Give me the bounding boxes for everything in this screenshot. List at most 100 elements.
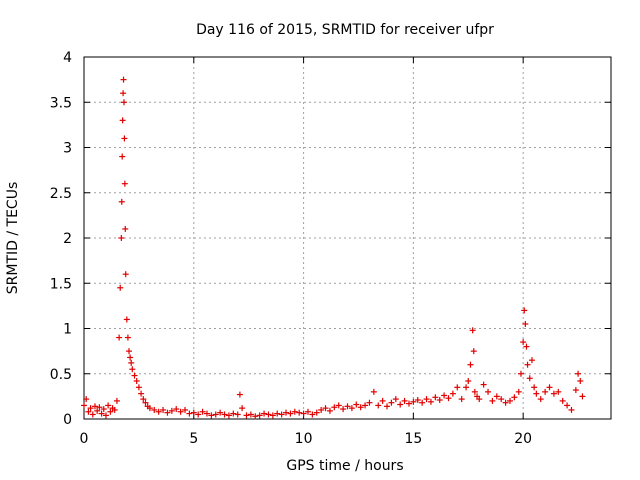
data-point (318, 406, 325, 413)
data-point (458, 396, 465, 403)
data-point (89, 411, 96, 418)
data-point (480, 381, 487, 388)
data-point (164, 409, 171, 416)
data-point (102, 412, 109, 419)
data-point (236, 391, 243, 398)
axes-ticks: 0 5 10 15 20 0 0.5 1 1.5 2 2.5 3 3.5 4 (50, 50, 611, 447)
data-point (127, 354, 134, 361)
y-tick-label: 2 (63, 231, 72, 247)
data-point (344, 403, 351, 410)
data-point (123, 316, 130, 323)
data-point (221, 411, 228, 418)
data-point (118, 198, 125, 205)
data-point (309, 411, 316, 418)
data-point (283, 409, 290, 416)
y-tick-label: 0.5 (50, 367, 72, 383)
data-point (470, 348, 477, 355)
data-point (335, 402, 342, 409)
data-point (261, 410, 268, 417)
data-point (291, 408, 298, 415)
data-point (122, 271, 129, 278)
data-point (126, 348, 133, 355)
data-point (388, 399, 395, 406)
data-point (533, 390, 540, 397)
data-point (515, 388, 522, 395)
y-tick-label: 0 (63, 412, 72, 428)
data-point (100, 406, 107, 413)
x-tick-label: 20 (514, 431, 532, 447)
data-point (190, 409, 197, 416)
data-point (269, 412, 276, 419)
data-point (375, 402, 382, 409)
data-point (119, 117, 126, 124)
data-point (160, 406, 167, 413)
data-point (414, 396, 421, 403)
data-point (575, 370, 582, 377)
data-point (419, 399, 426, 406)
y-tick-label: 3 (63, 141, 72, 157)
y-tick-label: 2.5 (50, 186, 72, 202)
data-point (212, 411, 219, 418)
data-point (168, 407, 175, 414)
data-point (322, 405, 329, 412)
data-point (467, 361, 474, 368)
data-point (87, 405, 94, 412)
data-point (522, 320, 529, 327)
data-point (550, 390, 557, 397)
data-point (353, 401, 360, 408)
data-point (379, 397, 386, 404)
data-point (521, 307, 528, 314)
data-point (234, 411, 241, 418)
data-point (278, 411, 285, 418)
data-point (564, 402, 571, 409)
data-point (502, 399, 509, 406)
data-point (340, 406, 347, 413)
data-point (199, 408, 206, 415)
data-point (120, 76, 127, 83)
data-point (151, 406, 158, 413)
data-point (177, 408, 184, 415)
data-point (397, 401, 404, 408)
data-point (96, 404, 103, 411)
x-tick-label: 15 (404, 431, 422, 447)
data-point (83, 396, 90, 403)
data-point (122, 225, 129, 232)
data-point (410, 398, 417, 405)
data-point (107, 408, 114, 415)
data-point (348, 405, 355, 412)
data-point (423, 396, 430, 403)
data-point (405, 400, 412, 407)
x-tick-label: 5 (189, 431, 198, 447)
data-point (449, 390, 456, 397)
data-point (476, 396, 483, 403)
x-tick-label: 0 (80, 431, 89, 447)
data-point (542, 388, 549, 395)
data-point (577, 377, 584, 384)
x-axis-label: GPS time / hours (286, 458, 403, 474)
data-point (195, 411, 202, 418)
data-point (471, 388, 478, 395)
data-point (135, 384, 142, 391)
data-point (105, 402, 112, 409)
data-point (239, 405, 246, 412)
data-point (265, 411, 272, 418)
data-point (225, 412, 232, 419)
data-point (401, 397, 408, 404)
data-point (520, 339, 527, 346)
data-point (357, 404, 364, 411)
data-point (85, 408, 92, 415)
data-point (392, 396, 399, 403)
data-point (296, 409, 303, 416)
data-point (208, 412, 215, 419)
data-point (256, 412, 263, 419)
data-point (116, 334, 123, 341)
data-point (537, 396, 544, 403)
data-point (300, 410, 307, 417)
data-point (91, 403, 98, 410)
data-series (81, 76, 586, 420)
data-point (427, 398, 434, 405)
data-point (274, 410, 281, 417)
chart-title: Day 116 of 2015, SRMTID for receiver ufp… (196, 22, 494, 38)
data-point (524, 361, 531, 368)
